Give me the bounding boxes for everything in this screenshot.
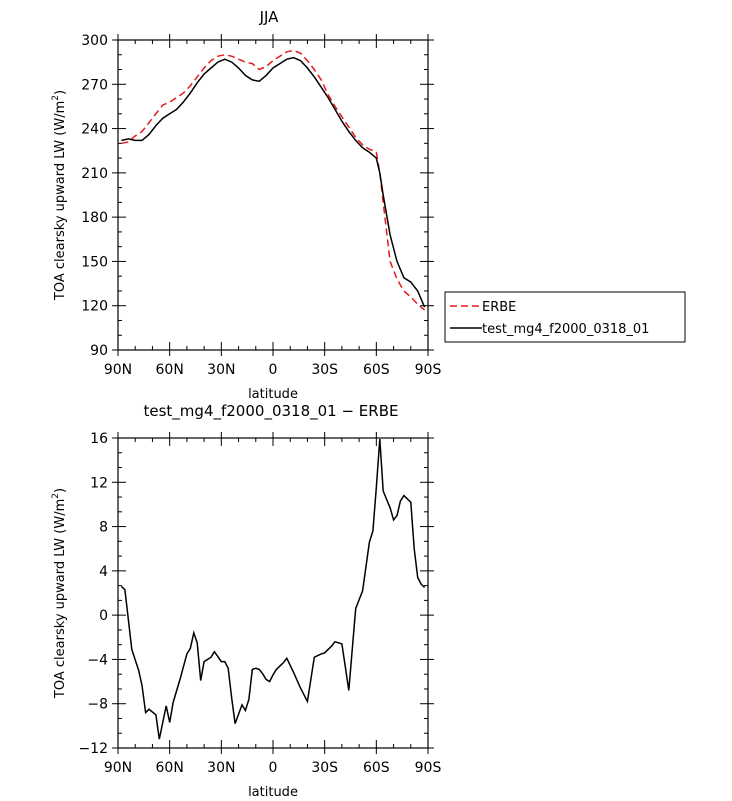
y-tick-label: 120 — [81, 299, 108, 315]
top-y-axis-label-end: ) — [53, 90, 68, 95]
x-tick-label: 30N — [207, 362, 235, 378]
y-tick-label: 0 — [99, 608, 108, 624]
top-y-axis-label-main: TOA clearsky upward LW (W/m — [53, 101, 68, 301]
bottom-x-tick-labels: 90N 60N 30N 0 30S 60S 90S — [104, 760, 442, 776]
x-tick-label: 60S — [363, 362, 390, 378]
y-tick-label: −12 — [78, 741, 108, 757]
bottom-y-axis-label-end: ) — [53, 488, 68, 493]
x-tick-label: 90N — [104, 760, 132, 776]
series-line-model — [121, 56, 426, 308]
y-tick-label: 270 — [81, 77, 108, 93]
x-tick-label: 30S — [311, 760, 338, 776]
top-x-tick-labels: 90N 60N 30N 0 30S 60S 90S — [104, 362, 442, 378]
y-tick-label: 210 — [81, 166, 108, 182]
bottom-y-axis-label-sup: 2 — [51, 493, 61, 499]
x-tick-label: 0 — [269, 760, 278, 776]
bottom-panel: test_mg4_f2000_0318_01 − ERBE 90N 60N 30N 0… — [51, 402, 441, 800]
top-x-axis-label: latitude — [248, 387, 298, 402]
top-title: JJA — [259, 8, 280, 26]
top-panel: JJA 90N 60N 30N 0 30S 60S 90S 90 120 150 180 210 24… — [51, 8, 441, 402]
legend-box — [444, 291, 686, 343]
top-y-axis-label-sup: 2 — [51, 95, 61, 101]
bottom-plot-frame — [117, 437, 429, 749]
x-tick-label: 90S — [415, 760, 442, 776]
legend-label-model: test_mg4_f2000_0318_01 — [482, 322, 649, 337]
y-tick-label: 90 — [90, 343, 108, 359]
legend: ERBE test_mg4_f2000_0318_01 — [444, 291, 686, 343]
y-tick-label: 4 — [99, 564, 108, 580]
bottom-ticks — [112, 432, 434, 754]
y-tick-label: −8 — [87, 697, 108, 713]
x-tick-label: 60S — [363, 760, 390, 776]
y-tick-label: 8 — [99, 520, 108, 536]
x-tick-label: 90N — [104, 362, 132, 378]
y-tick-label: 240 — [81, 122, 108, 138]
x-tick-label: 0 — [269, 362, 278, 378]
bottom-y-tick-labels: −12 −8 −4 0 4 8 12 16 — [78, 431, 108, 757]
bottom-y-axis-label: TOA clearsky upward LW (W/m2) — [51, 488, 68, 699]
series-line-difference — [120, 439, 426, 740]
bottom-x-axis-label: latitude — [248, 785, 298, 800]
x-tick-label: 60N — [156, 760, 184, 776]
y-tick-label: 16 — [90, 431, 108, 447]
bottom-title: test_mg4_f2000_0318_01 − ERBE — [144, 402, 399, 421]
y-tick-label: −4 — [87, 652, 108, 668]
bottom-y-axis-label-main: TOA clearsky upward LW (W/m — [53, 499, 68, 699]
series-line-erbe — [121, 49, 426, 311]
top-plot-frame — [117, 39, 429, 351]
top-y-tick-labels: 90 120 150 180 210 240 270 300 — [81, 33, 108, 359]
top-ticks — [112, 34, 434, 356]
y-tick-label: 12 — [90, 475, 108, 491]
y-tick-label: 300 — [81, 33, 108, 49]
x-tick-label: 30S — [311, 362, 338, 378]
y-tick-label: 150 — [81, 254, 108, 270]
top-y-axis-label: TOA clearsky upward LW (W/m2) — [51, 90, 68, 301]
y-tick-label: 180 — [81, 210, 108, 226]
legend-label-erbe: ERBE — [482, 300, 516, 315]
x-tick-label: 30N — [207, 760, 235, 776]
x-tick-label: 90S — [415, 362, 442, 378]
x-tick-label: 60N — [156, 362, 184, 378]
